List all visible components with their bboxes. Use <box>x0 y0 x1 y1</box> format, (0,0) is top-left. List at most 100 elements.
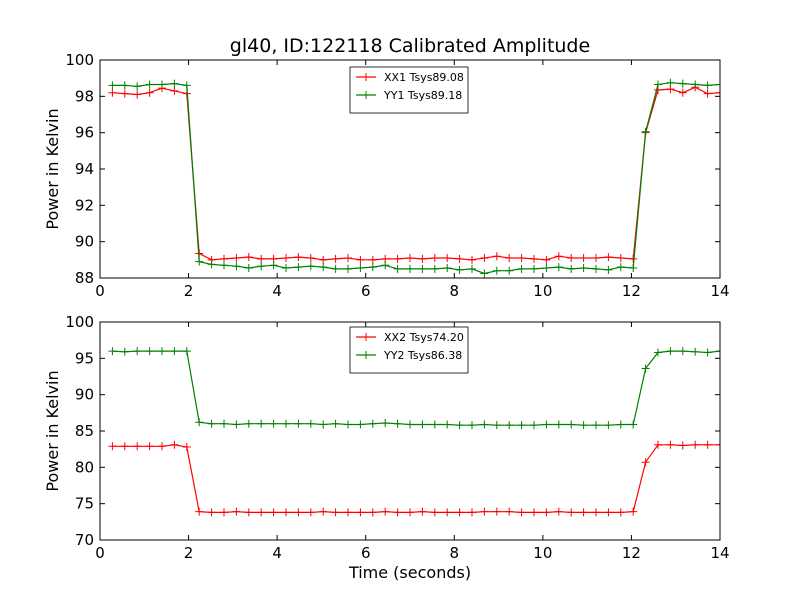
legend-entry-label: XX1 Tsys89.08 <box>384 71 464 84</box>
data-point <box>244 253 253 262</box>
data-point <box>257 262 266 271</box>
data-point <box>282 508 290 517</box>
x-tick-label: 2 <box>184 544 194 562</box>
chart-panel-1: gl40, ID:122118 Calibrated Amplitude 0 2 4 6… <box>43 35 730 300</box>
data-point <box>344 264 352 273</box>
data-point <box>368 255 377 264</box>
data-point <box>170 347 179 356</box>
data-point <box>356 420 365 429</box>
data-point <box>703 89 712 98</box>
data-point <box>517 508 526 517</box>
x-tick-label: 14 <box>710 282 729 300</box>
data-point <box>616 420 625 429</box>
data-point <box>517 421 526 430</box>
data-point <box>393 254 402 263</box>
data-point <box>381 507 390 516</box>
data-point <box>455 254 464 263</box>
data-point <box>257 508 266 517</box>
x-axis-label: Time (seconds) <box>348 563 471 582</box>
data-point <box>195 257 204 266</box>
plot-area <box>108 78 720 278</box>
legend-entry-label: YY1 Tsys89.18 <box>383 89 462 102</box>
data-point <box>430 254 439 263</box>
data-point <box>703 440 712 449</box>
data-point <box>691 347 700 356</box>
data-point <box>232 507 241 516</box>
data-point <box>530 254 538 263</box>
data-point <box>678 441 687 450</box>
data-point <box>505 266 514 275</box>
data-point <box>492 421 501 430</box>
y-tick-label: 100 <box>65 51 94 69</box>
y-tick-label: 80 <box>75 458 94 476</box>
data-point <box>716 347 720 356</box>
data-point <box>170 440 179 449</box>
data-point <box>195 507 204 516</box>
y-tick-label: 92 <box>75 196 94 214</box>
y-tick-label: 88 <box>75 269 94 287</box>
plot-area <box>108 347 720 517</box>
data-point <box>592 264 600 273</box>
data-point <box>616 263 625 272</box>
data-point <box>356 508 365 517</box>
data-point <box>455 265 464 274</box>
data-point <box>530 264 538 273</box>
data-point <box>579 264 588 273</box>
data-point <box>604 508 613 517</box>
data-point <box>158 80 166 89</box>
data-point <box>666 440 675 449</box>
data-point <box>678 347 687 356</box>
x-tick-label: 4 <box>272 282 282 300</box>
data-point <box>170 86 179 95</box>
data-point <box>182 442 191 451</box>
data-point <box>492 266 501 275</box>
data-point <box>331 508 340 517</box>
data-point <box>120 81 129 90</box>
data-point <box>232 262 241 271</box>
data-point <box>716 440 720 449</box>
data-point <box>629 420 638 429</box>
data-point <box>592 508 600 517</box>
legend: XX2 Tsys74.20 YY2 Tsys86.38 <box>349 326 469 374</box>
data-point <box>691 440 700 449</box>
y-tick-label: 75 <box>75 495 94 513</box>
data-point <box>542 264 551 273</box>
data-point <box>654 80 662 89</box>
data-point <box>592 421 600 430</box>
y-tick-label: 70 <box>75 531 94 549</box>
data-point <box>505 507 514 516</box>
data-point <box>716 80 720 89</box>
data-point <box>716 88 720 97</box>
data-point <box>145 347 154 356</box>
data-point <box>182 81 191 90</box>
data-point <box>406 254 414 263</box>
data-point <box>554 420 563 429</box>
data-point <box>579 254 588 263</box>
y-tick-label: 95 <box>75 349 94 367</box>
data-point <box>703 348 712 357</box>
data-point <box>356 255 365 264</box>
data-point <box>207 508 216 517</box>
data-point <box>542 420 551 429</box>
data-point <box>616 254 625 263</box>
data-point <box>244 419 253 428</box>
data-point <box>207 419 216 428</box>
data-point <box>629 507 638 516</box>
data-point <box>505 421 514 430</box>
data-point <box>554 507 563 516</box>
data-point <box>567 508 576 517</box>
data-point <box>182 347 191 356</box>
x-tick-label: 4 <box>272 544 282 562</box>
data-point <box>554 252 563 261</box>
legend-swatch-marker <box>362 91 370 99</box>
data-point <box>306 508 315 517</box>
data-point <box>368 263 377 272</box>
data-point <box>282 264 290 273</box>
data-point <box>480 254 489 263</box>
data-point <box>703 81 712 90</box>
data-point <box>654 440 662 449</box>
data-point <box>455 508 464 517</box>
data-point <box>269 419 278 428</box>
data-point <box>108 81 117 90</box>
data-point <box>641 127 650 136</box>
